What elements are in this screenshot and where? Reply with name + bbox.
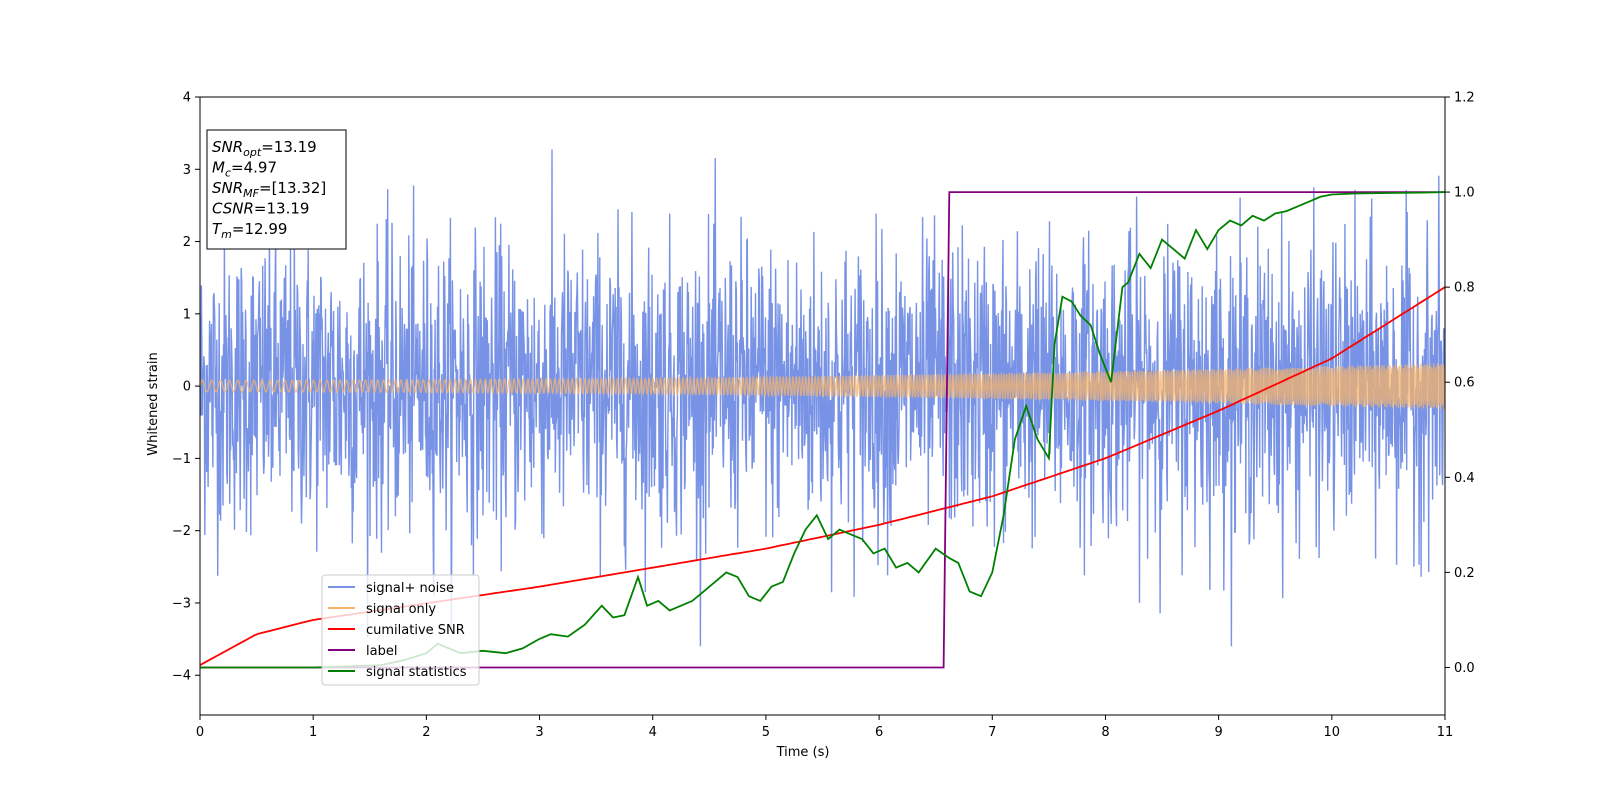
- legend-label: signal statistics: [366, 665, 467, 680]
- x-tick-label: 9: [1214, 725, 1222, 740]
- x-tick-label: 2: [422, 725, 430, 740]
- x-tick-label: 10: [1324, 725, 1341, 740]
- x-tick-label: 8: [1101, 725, 1109, 740]
- info-box: SNRopt=13.19Mc=4.97SNRMF=[13.32]CSNR=13.…: [206, 129, 347, 250]
- info-box-frame: [206, 129, 347, 250]
- axes-frame: [199, 96, 1446, 716]
- series-signal-only-line: [200, 363, 1445, 410]
- right-tick-label: 1.0: [1454, 186, 1475, 201]
- legend: signal+ noise signal only cumilative SNR la…: [321, 574, 480, 686]
- right-tick-label: 0.8: [1454, 281, 1475, 296]
- y-axis-label: Whitened strain: [146, 352, 161, 455]
- right-tick-label: 0.6: [1454, 376, 1475, 391]
- right-tick-label: 1.2: [1454, 91, 1475, 106]
- info-box-line: Mc=4.97: [212, 159, 277, 180]
- left-tick-label: −4: [172, 669, 191, 684]
- left-tick-label: −2: [172, 524, 191, 539]
- legend-frame: [321, 574, 480, 686]
- info-box-line: SNRMF=[13.32]: [212, 179, 326, 200]
- plot-border: [199, 96, 1446, 716]
- x-tick-label: 7: [988, 725, 996, 740]
- series-signal-statistics-line: [200, 191, 1445, 669]
- left-tick-label: 3: [183, 163, 191, 178]
- legend-label: signal only: [366, 602, 436, 617]
- right-tick-label: 0.2: [1454, 566, 1475, 581]
- info-box-line: SNRopt=13.19: [212, 138, 317, 159]
- left-tick-label: 0: [183, 380, 191, 395]
- legend-label: label: [366, 644, 397, 659]
- left-tick-label: 2: [183, 235, 191, 250]
- legend-label: signal+ noise: [366, 581, 454, 596]
- info-box-line: CSNR=13.19: [212, 200, 309, 218]
- series-signal-noise-line: [200, 149, 1445, 647]
- x-tick-label: 0: [196, 725, 204, 740]
- x-tick-label: 1: [309, 725, 317, 740]
- x-axis-label: Time (s): [776, 745, 830, 760]
- series-label-line: [200, 191, 1445, 669]
- x-tick-label: 11: [1437, 725, 1454, 740]
- left-tick-label: −3: [172, 596, 191, 611]
- x-tick-label: 3: [535, 725, 543, 740]
- x-axis-ticks: 0 1 2 3 4 5 6 7 8 9 10 11: [196, 715, 1453, 740]
- left-tick-label: 4: [183, 91, 191, 106]
- x-tick-label: 6: [875, 725, 883, 740]
- legend-label: cumilative SNR: [366, 623, 465, 638]
- x-tick-label: 5: [762, 725, 770, 740]
- info-box-line: Tm=12.99: [212, 220, 287, 241]
- left-axis-ticks: −4 −3 −2 −1 0 1 2 3 4: [172, 91, 200, 684]
- left-tick-label: −1: [172, 452, 191, 467]
- right-axis-ticks: 0.0 0.2 0.4 0.6 0.8 1.0 1.2: [1445, 91, 1475, 676]
- x-tick-label: 4: [649, 725, 657, 740]
- left-tick-label: 1: [183, 307, 191, 322]
- right-tick-label: 0.4: [1454, 471, 1475, 486]
- right-tick-label: 0.0: [1454, 661, 1475, 676]
